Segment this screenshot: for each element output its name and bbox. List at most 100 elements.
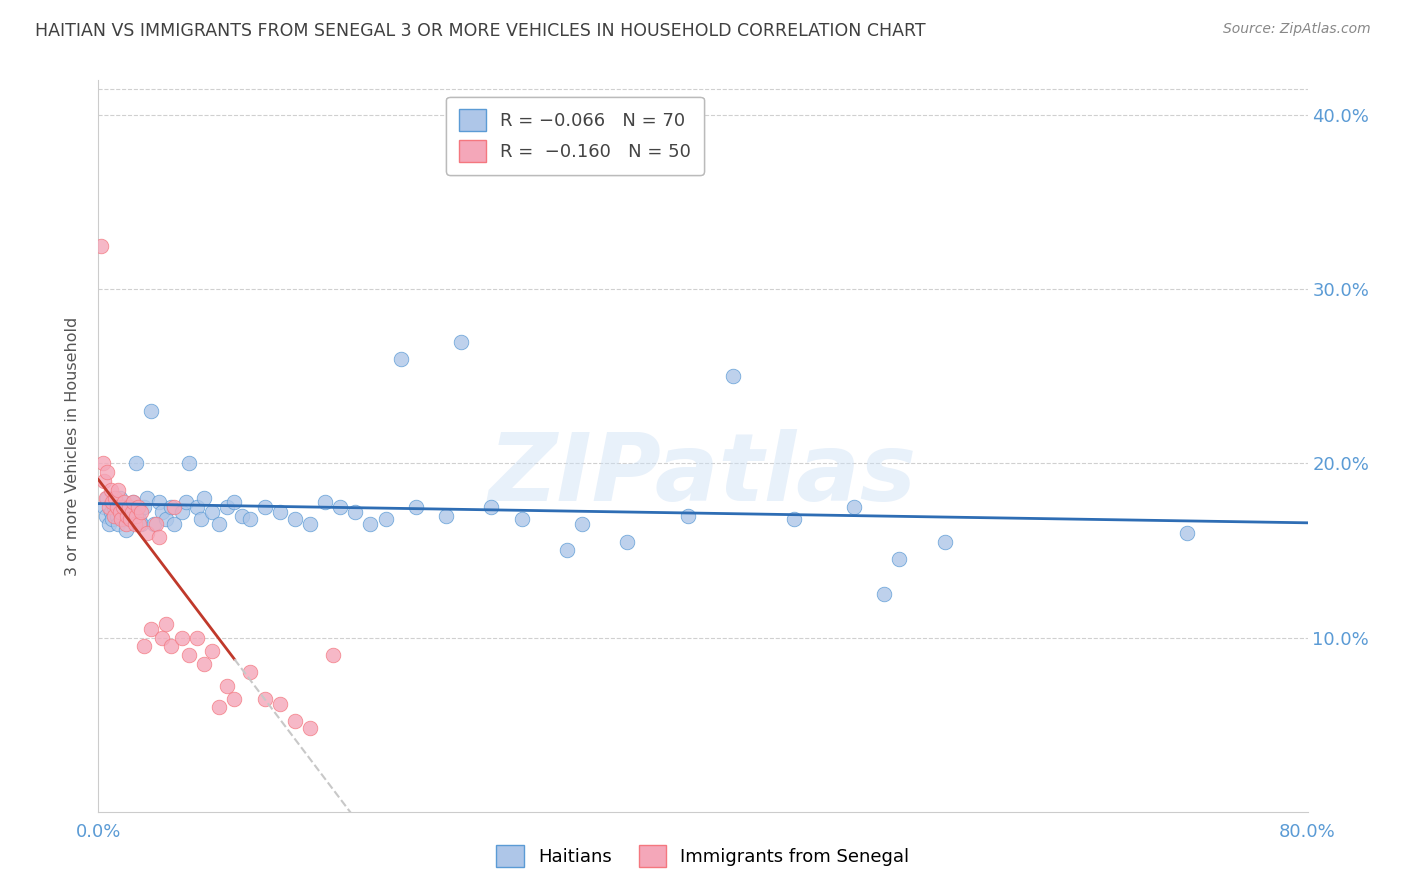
Point <box>889 552 911 566</box>
Point <box>571 517 593 532</box>
Point <box>269 505 291 519</box>
Point <box>122 494 145 508</box>
Point <box>190 512 212 526</box>
Point <box>128 512 150 526</box>
Point <box>231 508 253 523</box>
Point <box>105 500 128 514</box>
Point <box>121 505 143 519</box>
Point <box>91 457 114 471</box>
Point <box>299 721 322 735</box>
Legend: R = −0.066   N = 70, R =  −0.160   N = 50: R = −0.066 N = 70, R = −0.160 N = 50 <box>446 96 703 175</box>
Text: ZIPatlas: ZIPatlas <box>489 429 917 521</box>
Point <box>115 508 138 523</box>
Point <box>110 505 132 519</box>
Point <box>193 491 215 506</box>
Point <box>107 517 129 532</box>
Point <box>148 530 170 544</box>
Point <box>253 691 276 706</box>
Point <box>269 697 291 711</box>
Point <box>141 404 163 418</box>
Point <box>215 679 238 693</box>
Point <box>100 483 122 497</box>
Point <box>179 457 201 471</box>
Point <box>141 622 163 636</box>
Point <box>103 508 125 523</box>
Point <box>103 500 125 514</box>
Point <box>96 465 118 479</box>
Point <box>873 587 896 601</box>
Point <box>344 505 367 519</box>
Point <box>215 500 238 514</box>
Point <box>114 523 136 537</box>
Point <box>201 505 224 519</box>
Point <box>120 512 142 526</box>
Point <box>163 500 186 514</box>
Point <box>329 500 352 514</box>
Point <box>150 505 173 519</box>
Point <box>105 508 128 523</box>
Point <box>121 505 143 519</box>
Point <box>389 351 412 366</box>
Point <box>104 491 127 506</box>
Point <box>94 508 117 523</box>
Point <box>93 474 115 488</box>
Point <box>170 505 193 519</box>
Point <box>160 640 183 654</box>
Point <box>112 494 135 508</box>
Point <box>118 500 141 514</box>
Point <box>783 512 806 526</box>
Point <box>125 508 148 523</box>
Point <box>201 644 224 658</box>
Point <box>163 517 186 532</box>
Point <box>676 508 699 523</box>
Text: Source: ZipAtlas.com: Source: ZipAtlas.com <box>1223 22 1371 37</box>
Point <box>98 517 121 532</box>
Point <box>118 500 141 514</box>
Point <box>555 543 578 558</box>
Point <box>160 500 183 514</box>
Point <box>284 512 307 526</box>
Point <box>170 631 193 645</box>
Point <box>934 534 956 549</box>
Point <box>148 494 170 508</box>
Point <box>94 491 117 506</box>
Point <box>224 494 246 508</box>
Point <box>481 500 503 514</box>
Point <box>224 691 246 706</box>
Point <box>193 657 215 671</box>
Point <box>93 500 115 514</box>
Point <box>434 508 457 523</box>
Point <box>132 640 155 654</box>
Point <box>723 369 745 384</box>
Point <box>155 616 177 631</box>
Point <box>108 491 131 506</box>
Y-axis label: 3 or more Vehicles in Household: 3 or more Vehicles in Household <box>65 317 80 575</box>
Point <box>115 508 138 523</box>
Point <box>101 494 124 508</box>
Point <box>125 457 148 471</box>
Point <box>98 500 121 514</box>
Point <box>239 512 262 526</box>
Point <box>616 534 638 549</box>
Point <box>120 512 142 526</box>
Point <box>111 500 134 514</box>
Point <box>108 505 131 519</box>
Text: HAITIAN VS IMMIGRANTS FROM SENEGAL 3 OR MORE VEHICLES IN HOUSEHOLD CORRELATION C: HAITIAN VS IMMIGRANTS FROM SENEGAL 3 OR … <box>35 22 925 40</box>
Point <box>128 517 150 532</box>
Point <box>101 512 124 526</box>
Point <box>174 494 197 508</box>
Point <box>150 631 173 645</box>
Point <box>145 517 167 532</box>
Point <box>299 517 322 532</box>
Point <box>96 491 118 506</box>
Point <box>186 631 208 645</box>
Point <box>132 500 155 514</box>
Point <box>110 512 132 526</box>
Point <box>179 648 201 662</box>
Point <box>360 517 382 532</box>
Point <box>129 517 152 532</box>
Point <box>114 517 136 532</box>
Point <box>111 512 134 526</box>
Point <box>450 334 472 349</box>
Point <box>186 500 208 514</box>
